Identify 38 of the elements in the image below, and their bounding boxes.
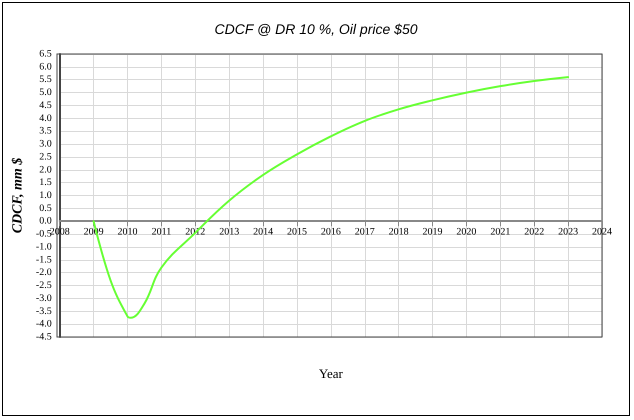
x-tick-label: 2018	[388, 226, 409, 238]
x-tick-label: 2019	[422, 226, 443, 238]
x-tick-label: 2011	[152, 226, 172, 238]
y-tick-label: 6.5	[39, 48, 52, 60]
x-tick-label: 2017	[354, 226, 375, 238]
y-tick-label: -4.5	[36, 332, 52, 342]
x-tick-label: 2021	[490, 226, 510, 238]
y-tick-label: 0.0	[39, 216, 52, 227]
y-tick-label: -3.5	[36, 306, 52, 317]
y-tick-label: 3.0	[39, 138, 52, 150]
y-tick-label: 1.5	[39, 177, 52, 188]
x-tick-label: 2016	[320, 226, 341, 238]
x-tick-label: 2015	[286, 226, 307, 238]
y-tick-label: -1.0	[36, 241, 52, 252]
x-tick-label: 2013	[219, 226, 240, 238]
y-tick-label: 6.0	[39, 61, 52, 72]
y-tick-label: 2.5	[39, 151, 52, 162]
x-tick-label: 2010	[118, 226, 138, 238]
x-tick-label: 2020	[456, 226, 476, 238]
y-tick-label: 1.0	[39, 190, 52, 201]
y-tick-label: 3.5	[39, 126, 52, 137]
y-tick-label: 5.0	[39, 87, 52, 98]
x-tick-label: 2023	[558, 226, 578, 238]
y-tick-label: 0.5	[39, 202, 52, 214]
y-tick-label: 2.0	[39, 164, 52, 176]
y-tick-label: 4.0	[39, 112, 52, 124]
x-tick-label: 2022	[524, 226, 544, 238]
y-tick-label: -2.0	[36, 267, 52, 278]
chart-title: CDCF @ DR 10 %, Oil price $50	[214, 21, 418, 37]
y-axis-title: CDCF, mm $	[10, 158, 26, 234]
y-tick-label: -2.5	[36, 280, 52, 292]
x-axis-title: Year	[318, 366, 344, 381]
y-tick-label: -1.5	[36, 254, 52, 266]
y-tick-label: -3.0	[36, 292, 52, 304]
y-tick-label: 4.5	[39, 100, 52, 111]
y-tick-label: -4.0	[36, 318, 52, 330]
y-tick-label: 5.5	[39, 74, 52, 86]
x-tick-label: 2014	[253, 226, 274, 238]
